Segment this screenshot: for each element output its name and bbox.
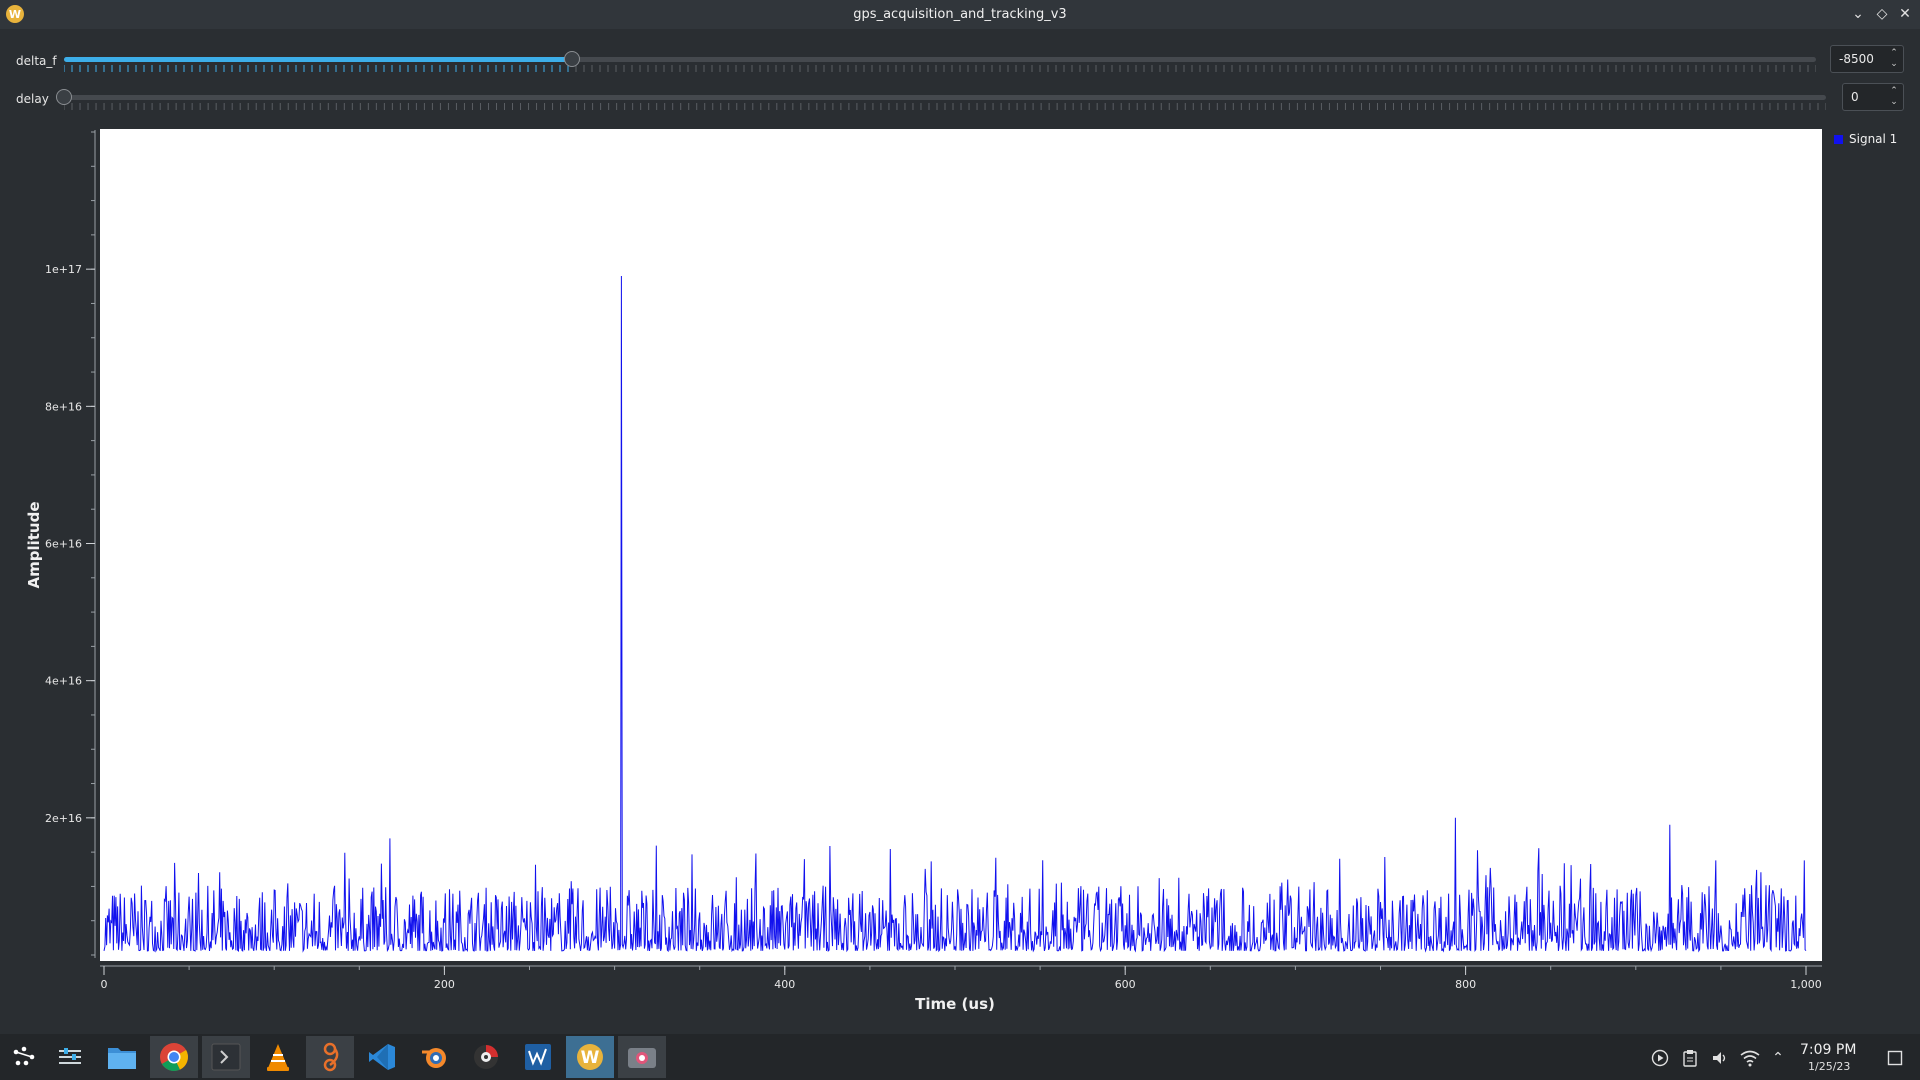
delay-control: delay 0 ⌃ ⌄ bbox=[0, 83, 1920, 115]
volume-icon[interactable] bbox=[1710, 1048, 1730, 1068]
spin-arrows-icon[interactable]: ⌃ ⌄ bbox=[1890, 86, 1898, 107]
wifi-icon[interactable] bbox=[1740, 1048, 1760, 1068]
y-tick-label: 1e+17 bbox=[45, 263, 82, 276]
window-title: gps_acquisition_and_tracking_v3 bbox=[853, 7, 1067, 22]
legend-series-name: Signal 1 bbox=[1849, 132, 1898, 146]
clock-time[interactable]: 7:09 PM bbox=[1800, 1042, 1857, 1058]
chrome-icon[interactable] bbox=[150, 1036, 198, 1078]
plot-legend[interactable]: Signal 1 bbox=[1834, 132, 1897, 146]
y-tick-label: 8e+16 bbox=[45, 400, 82, 413]
taskbar: W ⌃ 7:09 PM 1/25/23 bbox=[0, 1034, 1920, 1080]
y-axis-label: Amplitude bbox=[25, 501, 43, 588]
disk-utility-icon[interactable] bbox=[462, 1036, 510, 1078]
wireshark-icon[interactable] bbox=[514, 1036, 562, 1078]
system-settings-icon[interactable] bbox=[46, 1036, 94, 1078]
close-icon[interactable]: ✕ bbox=[1899, 6, 1911, 22]
x-tick-label: 200 bbox=[434, 978, 455, 991]
media-player-icon[interactable] bbox=[1650, 1048, 1670, 1068]
vscode-icon[interactable] bbox=[358, 1036, 406, 1078]
y-tick-label: 6e+16 bbox=[45, 538, 82, 551]
x-axis-label: Time (us) bbox=[915, 995, 995, 1013]
gnuradio-companion-icon[interactable]: W bbox=[566, 1036, 614, 1078]
signal-1-line bbox=[103, 275, 1807, 953]
y-tick-label: 4e+16 bbox=[45, 675, 82, 688]
delay-label: delay bbox=[16, 92, 49, 106]
app-icon[interactable]: W bbox=[6, 5, 24, 23]
clock-date[interactable]: 1/25/23 bbox=[1808, 1060, 1851, 1073]
delta-f-label: delta_f bbox=[16, 54, 57, 68]
delay-spinbox[interactable]: 0 ⌃ ⌄ bbox=[1842, 83, 1904, 111]
delta-f-slider[interactable] bbox=[64, 57, 1816, 62]
file-manager-icon[interactable] bbox=[98, 1036, 146, 1078]
delta-f-value: -8500 bbox=[1839, 52, 1874, 66]
clipboard-icon[interactable] bbox=[1680, 1048, 1700, 1068]
legend-swatch bbox=[1834, 134, 1843, 144]
restore-icon[interactable]: ◇ bbox=[1876, 6, 1888, 22]
time-domain-plot: 2e+16 4e+16 6e+16 8e+16 1e+17 0 200 400 600 800 1,… bbox=[25, 130, 1822, 1013]
delta-f-slider-fill bbox=[64, 57, 573, 62]
title-bar: W gps_acquisition_and_tracking_v3 ⌄ ◇ ✕ bbox=[0, 0, 1920, 29]
x-tick-label: 800 bbox=[1455, 978, 1476, 991]
x-tick-label: 400 bbox=[774, 978, 795, 991]
axes: 2e+16 4e+16 6e+16 8e+16 1e+17 0 200 400 600 800 1,… bbox=[45, 130, 1822, 991]
delta-f-control: delta_f -8500 ⌃ ⌄ bbox=[0, 45, 1920, 77]
delay-slider-handle[interactable] bbox=[56, 89, 72, 105]
terminal-icon[interactable] bbox=[202, 1036, 250, 1078]
tray-expand-icon[interactable]: ⌃ bbox=[1772, 1050, 1784, 1066]
delay-ticks bbox=[64, 103, 1826, 110]
delay-value: 0 bbox=[1851, 90, 1859, 104]
x-tick-label: 0 bbox=[101, 978, 108, 991]
y-tick-label: 2e+16 bbox=[45, 812, 82, 825]
delta-f-ticks bbox=[64, 65, 1816, 72]
delta-f-spinbox[interactable]: -8500 ⌃ ⌄ bbox=[1830, 45, 1904, 73]
delta-f-slider-handle[interactable] bbox=[564, 51, 581, 67]
blender-icon[interactable] bbox=[410, 1036, 458, 1078]
signal-1-series bbox=[103, 275, 1807, 953]
x-tick-label: 600 bbox=[1115, 978, 1136, 991]
vlc-icon[interactable] bbox=[254, 1036, 302, 1078]
gnuradio-icon[interactable] bbox=[306, 1036, 354, 1078]
spin-arrows-icon[interactable]: ⌃ ⌄ bbox=[1890, 48, 1898, 69]
screenshot-icon[interactable] bbox=[618, 1036, 666, 1078]
x-tick-label: 1,000 bbox=[1790, 978, 1822, 991]
delay-slider[interactable] bbox=[64, 95, 1826, 100]
plot-canvas[interactable] bbox=[100, 129, 1822, 961]
svg-text:W: W bbox=[581, 1048, 600, 1068]
chevron-down-icon[interactable]: ⌄ bbox=[1852, 6, 1864, 22]
show-desktop-icon[interactable] bbox=[1885, 1048, 1905, 1068]
application-launcher-icon[interactable] bbox=[0, 1036, 48, 1078]
